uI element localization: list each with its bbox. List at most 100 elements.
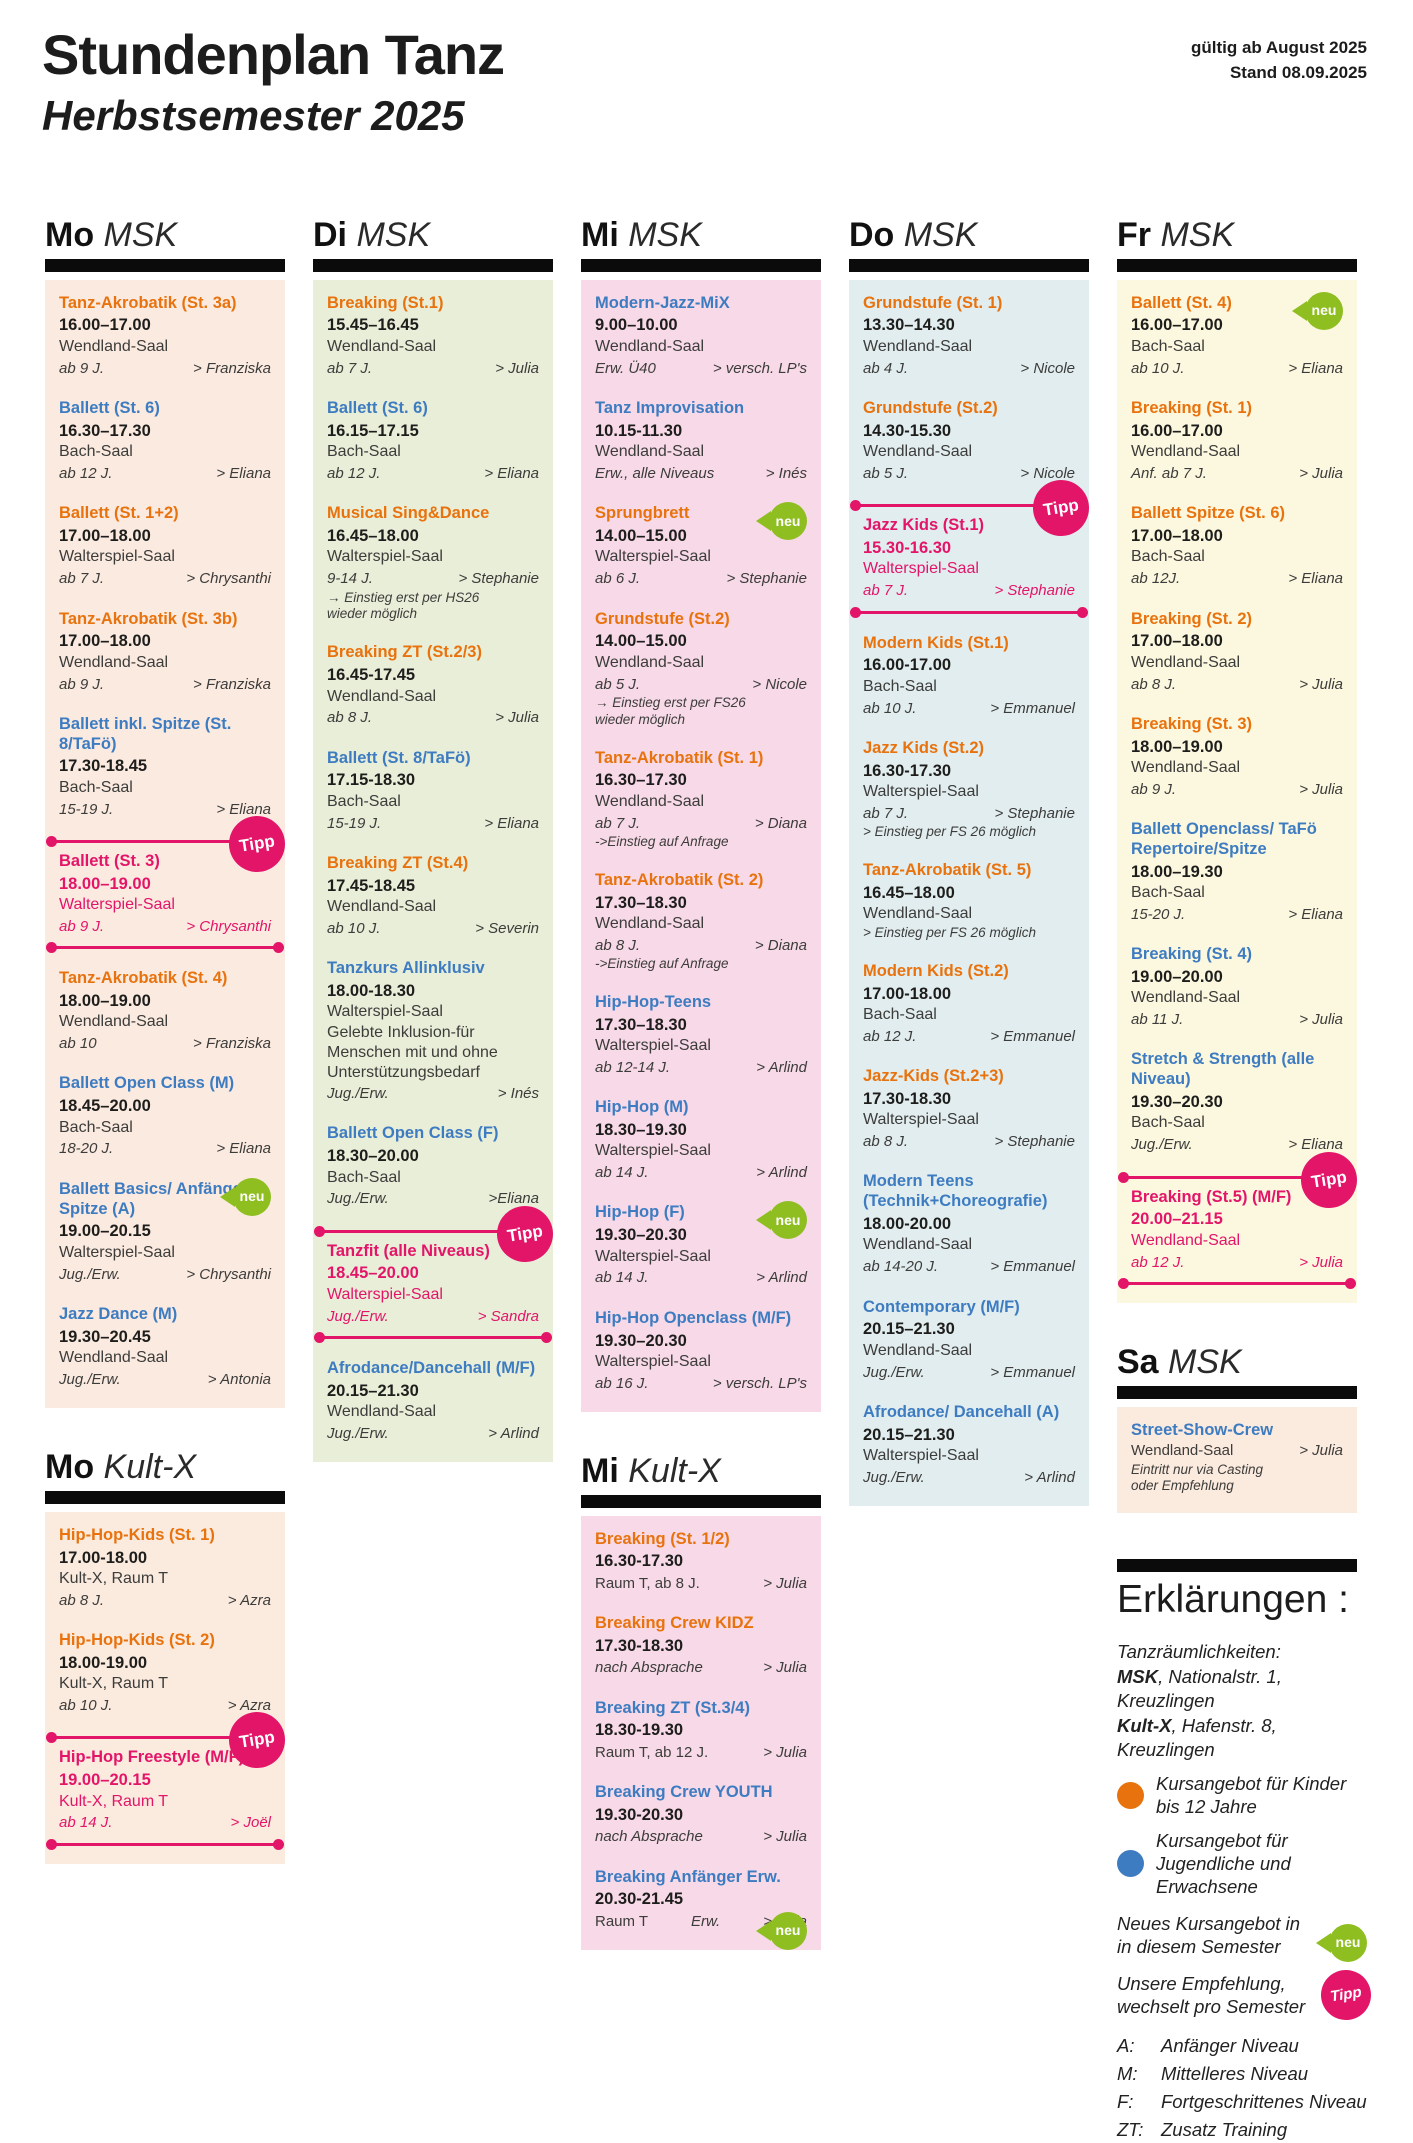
course-age: Jug./Erw.	[59, 1370, 121, 1388]
course-card: Musical Sing&Dance 16.45–18.00 Walterspiel…	[327, 504, 539, 623]
course-title: Jazz-Kids (St.2+3)	[863, 1067, 1004, 1086]
course-list: Street-Show-Crew Wendland-Saal > Julia Eint…	[1117, 1406, 1357, 1514]
course-time: 18.30-19.30	[595, 1721, 684, 1740]
course-time: 16.30–17.30	[595, 771, 687, 790]
legend-rooms-label: Tanzräumlichkeiten:	[1117, 1641, 1281, 1663]
course-age: ab 7 J.	[59, 570, 105, 588]
course-title: Tanz Improvisation	[595, 398, 745, 417]
course-teacher: > Azra	[227, 1697, 271, 1715]
course-teacher: > Nicole	[752, 675, 807, 693]
course-age: ab 12 J.	[59, 465, 113, 482]
course-meta-row: ab 10 J. > Azra	[59, 1696, 271, 1716]
course-title: Hip-Hop-Kids (St. 2)	[59, 1631, 215, 1650]
course-age: ab 8 J.	[1131, 675, 1177, 693]
location-label: Kult-X	[618, 1452, 721, 1490]
course-time: 14.00–15.00	[595, 632, 687, 651]
course-age: Jug./Erw.	[863, 1363, 925, 1381]
tipp-highlight-line	[314, 1331, 552, 1343]
course-meta-row: Wendland-Saal > Julia	[1131, 1441, 1343, 1461]
course-card: Ballett Spitze (St. 6) 17.00–18.00 Bach-Sa…	[1131, 504, 1343, 589]
course-card: Breaking ZT (St.3/4) 18.30-19.30 Raum T, a…	[595, 1699, 807, 1763]
course-meta-row: Jug./Erw. > Inés	[327, 1084, 539, 1104]
legend-room-kultx: Kult-X, Hafenstr. 8, Kreuzlingen	[1117, 1714, 1369, 1763]
course-title: Breaking ZT (St.3/4)	[595, 1698, 750, 1717]
course-teacher: > Emmanuel	[990, 699, 1075, 717]
course-meta-row: Raum T, ab 12 J. > Julia	[595, 1743, 807, 1763]
course-meta-row: ab 14-20 J. > Emmanuel	[863, 1257, 1075, 1277]
day-section: Mi MSK Modern-Jazz-MiX 9.00–10.00 Wendland-…	[581, 217, 821, 1412]
course-time: 18.45–20.00	[327, 1264, 419, 1283]
room-name: Kult-X	[1117, 1714, 1172, 1736]
neu-badge-label: neu	[775, 1212, 801, 1229]
page-title: Stundenplan Tanz	[42, 23, 505, 86]
course-room: Kult-X, Raum T	[59, 1675, 169, 1693]
course-meta-row: nach Absprache > Julia	[595, 1658, 807, 1678]
valid-from-text: gültig ab August 2025	[1190, 38, 1367, 57]
course-age: ab 12 J.	[1131, 1253, 1185, 1271]
course-age: Erw. Ü40	[595, 359, 656, 377]
course-title: Breaking (St.1)	[327, 293, 444, 312]
course-teacher: > Stephanie	[726, 570, 808, 588]
course-room: Wendland-Saal	[595, 337, 705, 355]
course-card: Modern Kids (St.1) 16.00-17.00 Bach-Saal ab…	[863, 634, 1075, 719]
course-room: Bach-Saal	[59, 443, 133, 461]
course-title: Afrodance/Dancehall (M/F)	[327, 1358, 536, 1377]
course-title: Ballett inkl. Spitze (St. 8/TaFö)	[59, 714, 232, 753]
course-teacher: > Eliana	[1288, 1136, 1343, 1154]
course-age: Jug./Erw.	[327, 1190, 389, 1208]
course-age: ab 7 J.	[595, 814, 641, 832]
day-section: Mo Kult-X Hip-Hop-Kids (St. 1) 17.00-18.00…	[45, 1448, 290, 1864]
course-meta-row: Jug./Erw. > Sandra	[327, 1307, 539, 1327]
course-title: Modern-Jazz-MiX	[595, 293, 730, 312]
course-title: Sprungbrett neu	[595, 502, 807, 541]
course-card: Ballett inkl. Spitze (St. 8/TaFö) 17.30-1…	[59, 715, 271, 820]
course-meta-row: ab 12-14 J. > Arlind	[595, 1058, 807, 1078]
course-room-inline: Raum T, ab 8 J.	[595, 1574, 700, 1592]
course-title: Tanz-Akrobatik (St. 3a)	[59, 293, 237, 312]
course-meta-row: 15-20 J. > Eliana	[1131, 905, 1343, 925]
course-meta-row: Jug./Erw. > Chrysanthi	[59, 1265, 271, 1285]
course-card: Tanz-Akrobatik (St. 3b) 17.00–18.00 Wendla…	[59, 610, 271, 695]
course-time: 20.15–21.30	[863, 1425, 955, 1444]
course-meta-row: Jug./Erw. > Emmanuel	[863, 1363, 1075, 1383]
course-room-inline: Raum T	[595, 1912, 649, 1930]
course-card: Modern-Jazz-MiX 9.00–10.00 Wendland-Saal Er…	[595, 294, 807, 379]
course-time: 17.30-18.30	[863, 1089, 952, 1108]
course-time: 19.30–20.30	[1131, 1093, 1223, 1112]
course-card: Breaking (St. 1) 16.00–17.00 Wendland-Saal…	[1131, 399, 1343, 484]
tipp-highlight-line	[1118, 1277, 1356, 1289]
day-divider-bar	[581, 258, 821, 272]
course-card: Street-Show-Crew Wendland-Saal > Julia Eint…	[1131, 1421, 1343, 1496]
course-age: 15-19 J.	[59, 800, 114, 818]
course-card: Breaking Crew YOUTH 19.30-20.30 nach Abspr…	[595, 1783, 807, 1847]
course-age: ab 7 J.	[863, 582, 909, 600]
course-card: Ballett (St. 6) 16.30–17.30 Bach-Saal ab 12…	[59, 399, 271, 484]
course-description: Unterstützungsbedarf	[327, 1064, 480, 1082]
course-time: 18.00–19.00	[1131, 737, 1223, 756]
course-room: Bach-Saal	[1131, 548, 1205, 566]
day-header: Mo MSK	[45, 217, 285, 254]
course-room: Wendland-Saal	[59, 1349, 169, 1367]
day-header: Do MSK	[849, 217, 1089, 254]
course-room: Kult-X, Raum T	[59, 1570, 169, 1588]
day-label: Mo	[45, 1448, 95, 1487]
neu-arrow-icon	[756, 511, 771, 532]
course-title: Tanz-Akrobatik (St. 1)	[595, 748, 764, 767]
course-time: 16.45–18.00	[863, 883, 955, 902]
course-age: ab 9 J.	[59, 917, 105, 935]
course-age: Jug./Erw.	[327, 1425, 389, 1442]
course-card: Jazz Kids (St.2) 16.30-17.30 Walterspiel-S…	[863, 739, 1075, 841]
neu-badge-label: neu	[775, 1922, 801, 1939]
course-room-inline: Wendland-Saal	[1131, 1442, 1234, 1460]
neu-arrow-icon	[220, 1186, 235, 1207]
course-age: ab 12 J.	[863, 1027, 917, 1045]
course-room: Wendland-Saal	[59, 653, 169, 671]
course-card: Hip-Hop (M) 18.30–19.30 Walterspiel-Saal ab…	[595, 1098, 807, 1183]
course-time: 17.30-18.45	[59, 757, 148, 776]
course-age: ab 10 J.	[59, 1697, 113, 1715]
course-note: ->Einstieg auf Anfrage	[595, 833, 729, 849]
course-age: ab 10 J.	[327, 919, 381, 937]
course-meta-row: Jug./Erw. > Eliana	[1131, 1135, 1343, 1155]
course-room: Wendland-Saal	[327, 687, 437, 705]
course-card: Tipp Ballett (St. 3) 18.00–19.00 Walterspie…	[46, 811, 290, 954]
